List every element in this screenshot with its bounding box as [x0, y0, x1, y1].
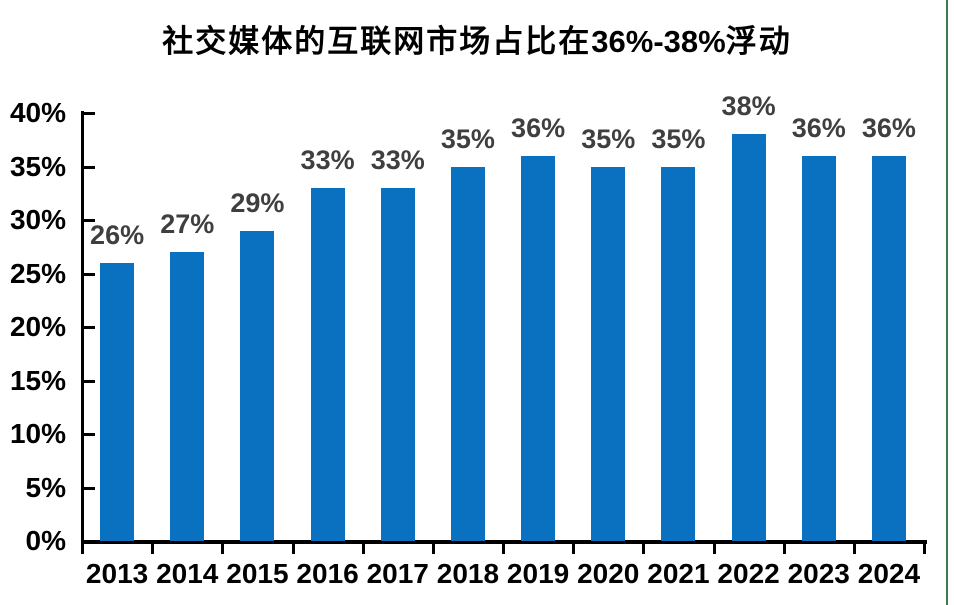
x-axis-tick [572, 543, 576, 554]
bar-2017 [380, 187, 415, 541]
chart-title-range: 36%-38% [591, 24, 726, 59]
bar-value-label: 35% [651, 123, 706, 154]
y-axis-tick [84, 219, 95, 222]
y-axis-tick [84, 379, 95, 383]
x-axis-category-label: 2023 [787, 558, 850, 589]
y-axis-tick-label: 20% [9, 311, 66, 342]
x-axis-category-label: 2019 [506, 558, 570, 589]
x-axis-tick [81, 543, 84, 554]
bar-2013 [100, 262, 135, 541]
bar-2016 [310, 187, 345, 541]
x-axis-category-label: 2020 [577, 558, 640, 589]
bar-value-label: 26% [90, 219, 145, 250]
chart-title-prefix: 社交媒体的互联网市场占比在 [162, 24, 592, 60]
right-border-line [946, 0, 948, 605]
y-axis-tick [84, 272, 95, 276]
x-axis-tick [642, 543, 646, 554]
x-axis-category-label: 2022 [717, 558, 780, 589]
bar-value-label: 27% [160, 209, 215, 240]
y-axis-tick-label: 0% [25, 525, 66, 556]
y-axis-tick [84, 165, 95, 169]
bar-2014 [170, 252, 205, 541]
y-axis-tick [84, 112, 95, 115]
y-axis-tick [84, 326, 95, 329]
x-axis-category-label: 2015 [226, 558, 289, 589]
bar-value-label: 33% [300, 144, 355, 175]
x-axis-category-label: 2021 [647, 558, 710, 589]
x-axis-tick [431, 543, 435, 554]
bar-value-label: 36% [861, 112, 916, 143]
x-axis-tick [221, 543, 225, 554]
x-axis-tick [852, 543, 856, 554]
x-axis-tick [291, 543, 295, 554]
y-axis-tick [84, 486, 95, 490]
x-axis-tick [361, 543, 365, 554]
x-axis-tick [712, 543, 716, 554]
y-axis-tick-label: 40% [9, 97, 66, 128]
bar-2015 [240, 230, 275, 541]
bar-value-label: 35% [581, 123, 636, 154]
bar-value-label: 35% [440, 123, 495, 154]
y-axis-tick-label: 5% [25, 471, 66, 503]
x-axis-tick [151, 543, 155, 554]
bar-value-label: 33% [370, 144, 425, 175]
x-axis-category-label: 2024 [857, 558, 921, 589]
x-axis-category-label: 2018 [436, 558, 500, 589]
bar-value-label: 36% [511, 112, 566, 143]
x-axis-category-label: 2014 [156, 558, 219, 589]
x-axis-tick [502, 543, 505, 554]
bar-2023 [801, 155, 836, 541]
bar-2020 [591, 166, 626, 541]
x-axis-category-label: 2016 [296, 558, 359, 589]
bar-value-label: 38% [721, 91, 776, 122]
bar-2022 [731, 134, 766, 541]
y-axis-tick-label: 10% [9, 418, 66, 449]
y-axis-line [81, 111, 84, 545]
bar-2024 [871, 155, 906, 541]
y-axis-tick-label: 15% [9, 364, 66, 396]
x-axis-line [81, 540, 927, 544]
y-axis-tick [84, 433, 95, 436]
x-axis-tick [923, 543, 926, 554]
x-axis-category-label: 2013 [85, 558, 149, 589]
bar-2019 [521, 155, 556, 541]
bar-2021 [661, 166, 696, 541]
y-axis-tick-label: 25% [9, 257, 66, 289]
y-axis-tick-label: 30% [9, 204, 66, 235]
x-axis-tick [782, 543, 786, 554]
bar-2018 [450, 166, 485, 541]
chart-title: 社交媒体的互联网市场占比在36%-38%浮动 [0, 16, 954, 61]
bar-value-label: 29% [230, 187, 285, 218]
bar-value-label: 36% [791, 112, 846, 143]
x-axis-category-label: 2017 [366, 558, 429, 589]
chart-title-suffix: 浮动 [725, 24, 792, 60]
y-axis-tick [84, 540, 95, 543]
y-axis-tick-label: 35% [9, 150, 66, 182]
